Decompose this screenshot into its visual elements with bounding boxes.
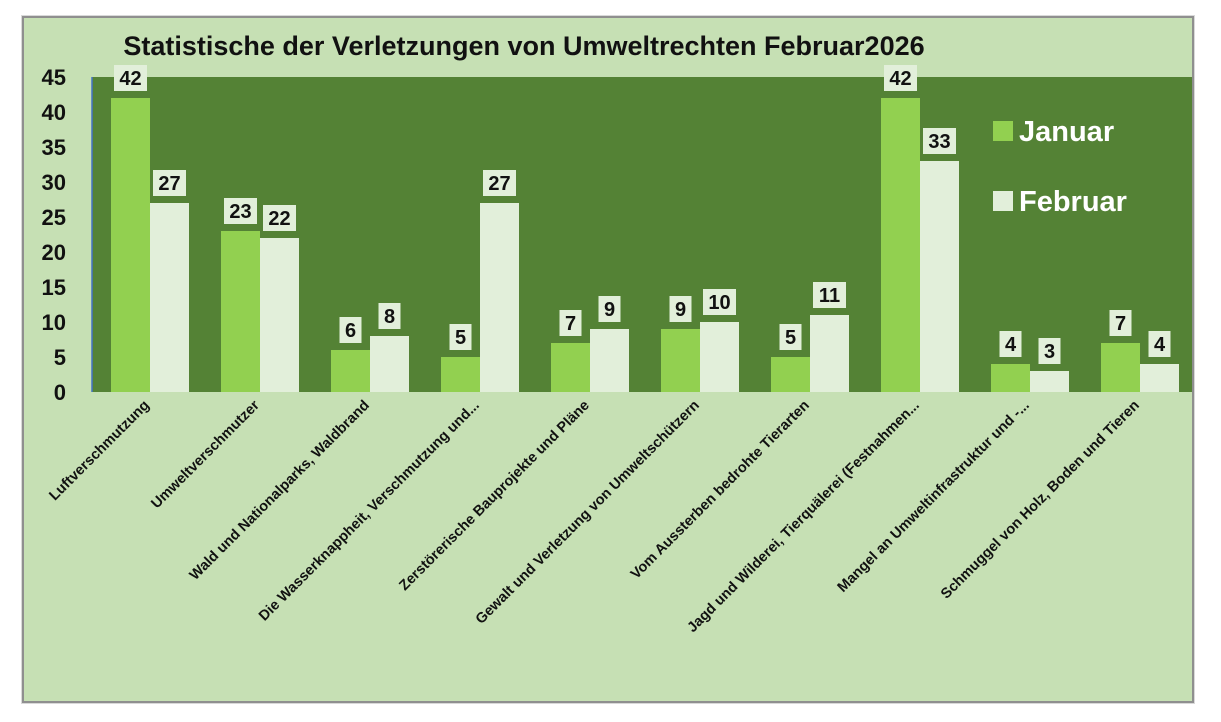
- data-label-box: [999, 331, 1022, 357]
- y-tick-label: 30: [42, 170, 66, 195]
- data-label: 23: [229, 201, 251, 223]
- x-category-label: Jagd und Wilderei, Tierquälerei (Festnah…: [684, 398, 922, 636]
- data-label: 27: [158, 173, 180, 195]
- y-tick-label: 15: [42, 275, 66, 300]
- data-label-box: [1109, 310, 1132, 336]
- data-label-box: [884, 65, 917, 91]
- bar-februar-10: [1140, 364, 1179, 392]
- data-label-box: [378, 303, 401, 329]
- bar-januar-2: [221, 231, 260, 392]
- legend: Januar Februar: [993, 116, 1127, 218]
- data-label-box: [669, 296, 692, 322]
- bar-januar-1: [111, 98, 150, 392]
- bar-februar-1: [150, 203, 189, 392]
- data-label: 4: [1154, 334, 1166, 356]
- data-label: 8: [384, 306, 395, 328]
- data-label: 9: [604, 299, 615, 321]
- bar-februar-7: [810, 315, 849, 392]
- bar-chart: Statistische der Verletzungen von Umwelt…: [42, 31, 1192, 636]
- bars: [111, 98, 1179, 392]
- data-label-box: [923, 128, 956, 154]
- data-label: 33: [928, 131, 950, 153]
- legend-swatch-februar: [993, 191, 1013, 211]
- data-label: 6: [345, 320, 356, 342]
- x-category-label: Gewalt und Verletzung von Umweltschützer…: [473, 398, 703, 628]
- y-tick-label: 35: [42, 135, 66, 160]
- chart-frame: Statistische der Verletzungen von Umwelt…: [22, 16, 1194, 703]
- data-label-box: [598, 296, 621, 322]
- data-label: 5: [455, 327, 466, 349]
- data-label-box: [1148, 331, 1171, 357]
- data-label: 10: [708, 292, 730, 314]
- data-label-box: [779, 324, 802, 350]
- data-label-box: [339, 317, 362, 343]
- y-tick-label: 40: [42, 100, 66, 125]
- y-tick-label: 5: [54, 345, 66, 370]
- bar-februar-8: [920, 161, 959, 392]
- data-label: 4: [1005, 334, 1017, 356]
- data-label-box: [114, 65, 147, 91]
- x-axis-categories: LuftverschmutzungUmweltverschmutzerWald …: [46, 397, 1142, 636]
- bar-januar-4: [441, 357, 480, 392]
- data-label-box: [153, 170, 186, 196]
- x-category-label: Mangel an Umweltinfrastruktur und -...: [835, 398, 1033, 596]
- data-label: 42: [119, 68, 141, 90]
- y-tick-label: 25: [42, 205, 66, 230]
- data-label: 7: [1115, 313, 1126, 335]
- bar-januar-9: [991, 364, 1030, 392]
- x-category-label: Wald und Nationalparks, Waldbrand: [187, 398, 373, 584]
- bar-januar-7: [771, 357, 810, 392]
- data-label: 5: [785, 327, 796, 349]
- bar-februar-2: [260, 238, 299, 392]
- x-category-label: Luftverschmutzung: [46, 398, 152, 504]
- y-axis-ticks: 0 5 10 15 20 25 30 35 40 45: [42, 65, 66, 405]
- data-label: 42: [889, 68, 911, 90]
- y-tick-label: 20: [42, 240, 66, 265]
- data-label-box: [449, 324, 472, 350]
- bar-februar-3: [370, 336, 409, 392]
- data-label: 11: [819, 285, 840, 307]
- legend-label-januar: Januar: [1019, 116, 1114, 148]
- data-label-box: [1038, 338, 1061, 364]
- data-label-box: [813, 282, 846, 308]
- bar-februar-5: [590, 329, 629, 392]
- bar-januar-8: [881, 98, 920, 392]
- data-label: 7: [565, 313, 576, 335]
- bar-januar-5: [551, 343, 590, 392]
- data-label-box: [703, 289, 736, 315]
- legend-label-februar: Februar: [1019, 186, 1127, 218]
- y-tick-label: 0: [54, 380, 66, 405]
- x-category-label: Umweltverschmutzer: [148, 397, 263, 512]
- bar-februar-6: [700, 322, 739, 392]
- data-label: 22: [268, 208, 290, 230]
- bar-januar-3: [331, 350, 370, 392]
- bar-februar-4: [480, 203, 519, 392]
- bar-januar-10: [1101, 343, 1140, 392]
- data-label-box: [483, 170, 516, 196]
- bar-februar-9: [1030, 371, 1069, 392]
- data-label: 27: [488, 173, 510, 195]
- y-tick-label: 10: [42, 310, 66, 335]
- data-label-box: [559, 310, 582, 336]
- data-label-box: [263, 205, 296, 231]
- x-category-label: Die Wasserknappheit, Verschmutzung und..…: [256, 398, 483, 625]
- data-label-box: [224, 198, 257, 224]
- legend-swatch-januar: [993, 121, 1013, 141]
- data-label: 3: [1044, 341, 1055, 363]
- data-label: 9: [675, 299, 686, 321]
- y-tick-label: 45: [42, 65, 66, 90]
- x-category-label: Vom Aussterben bedrohte Tierarten: [628, 398, 813, 583]
- bar-januar-6: [661, 329, 700, 392]
- chart-title: Statistische der Verletzungen von Umwelt…: [123, 31, 924, 61]
- x-category-label: Schmuggel von Holz, Boden und Tieren: [938, 398, 1143, 603]
- x-category-label: Zerstörerische Bauprojekte und Pläne: [396, 398, 592, 594]
